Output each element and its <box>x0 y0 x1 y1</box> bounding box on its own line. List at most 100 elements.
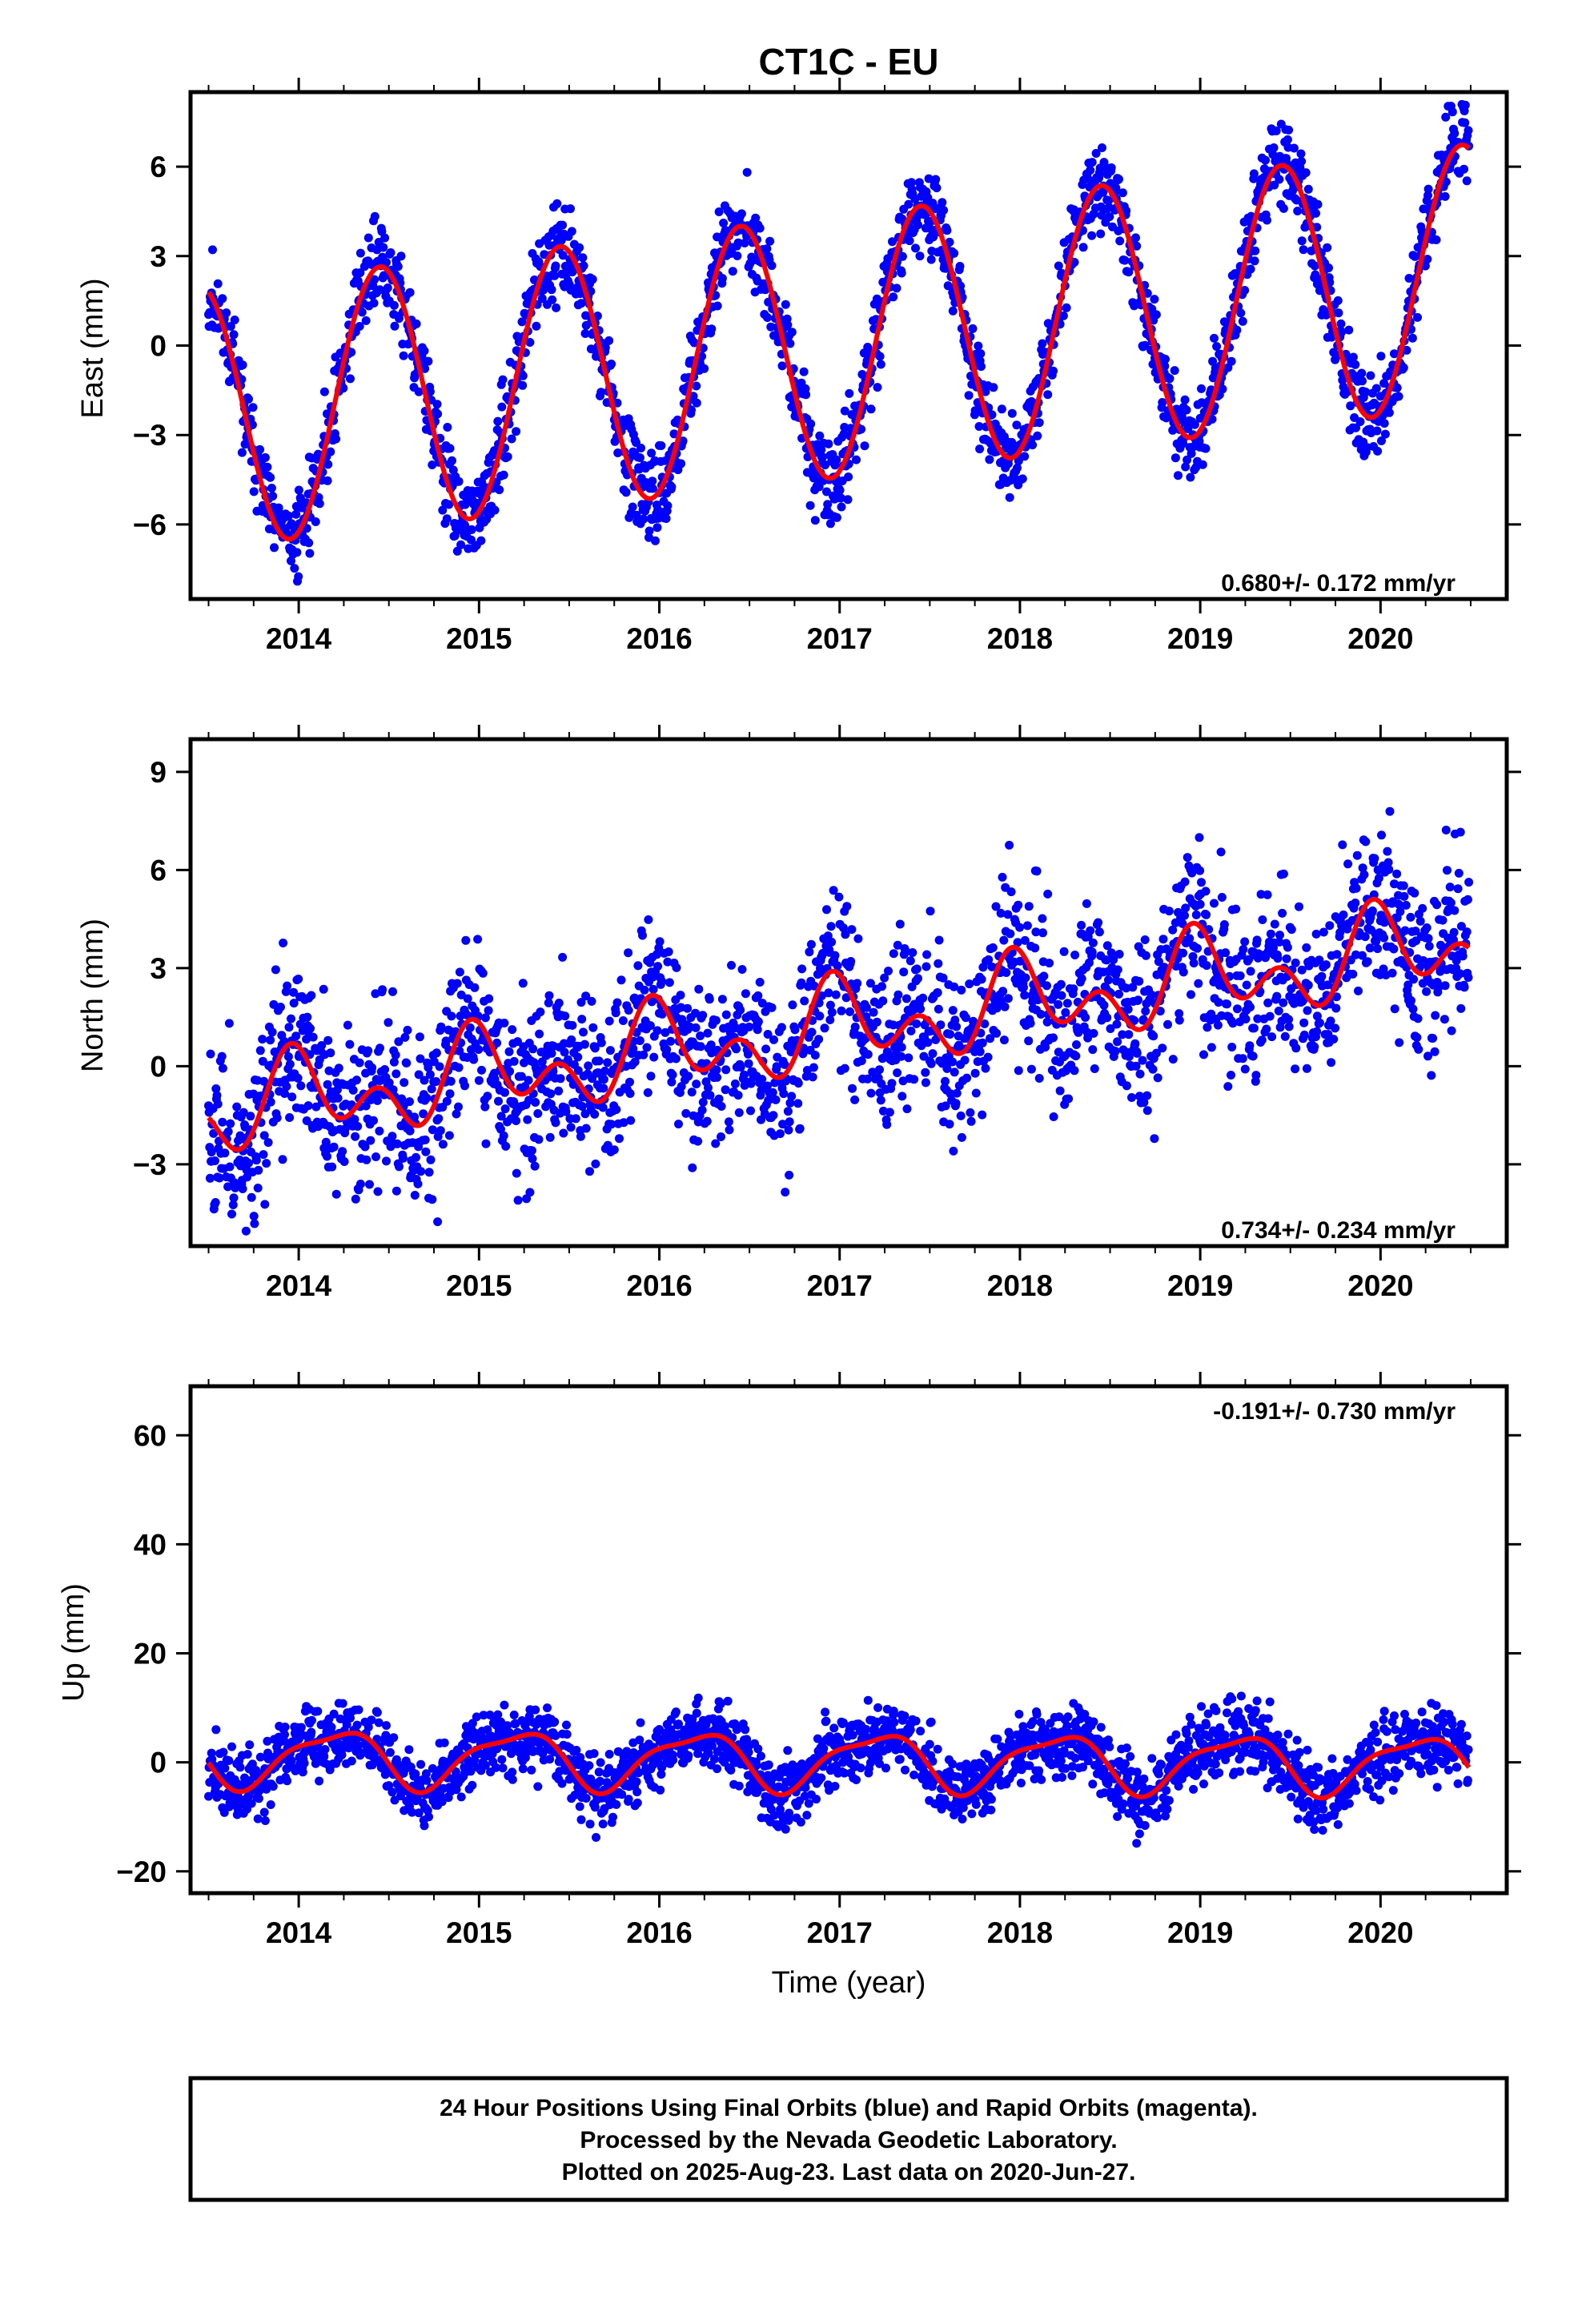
data-point <box>1134 976 1144 986</box>
data-point <box>445 444 455 453</box>
data-point <box>1338 840 1347 850</box>
data-point <box>420 364 430 373</box>
data-point <box>473 935 483 944</box>
data-point <box>1198 460 1207 469</box>
data-point <box>1061 1007 1070 1017</box>
data-point <box>399 1153 408 1163</box>
data-point <box>1332 950 1342 959</box>
data-point <box>616 975 626 985</box>
data-point <box>345 1039 355 1049</box>
data-point <box>331 434 341 444</box>
data-point <box>588 1023 598 1032</box>
data-point <box>527 1146 536 1156</box>
data-point <box>1301 168 1311 178</box>
data-point <box>226 322 235 331</box>
data-point <box>1310 1042 1319 1051</box>
data-point <box>1153 1073 1162 1083</box>
data-point <box>827 1007 837 1017</box>
scatter-points <box>204 99 1474 586</box>
data-point <box>1202 961 1211 971</box>
data-point <box>380 1065 390 1074</box>
data-point <box>1174 471 1182 480</box>
data-point <box>842 902 852 911</box>
data-point <box>902 1104 912 1114</box>
data-point <box>1394 899 1403 909</box>
data-point <box>853 934 863 943</box>
data-point <box>777 361 787 371</box>
data-point <box>1238 316 1247 326</box>
data-point <box>1005 493 1014 502</box>
data-point <box>983 1052 993 1062</box>
data-point <box>1022 921 1032 931</box>
data-point <box>736 1063 745 1072</box>
data-point <box>612 998 622 1007</box>
data-point <box>517 317 527 327</box>
data-point <box>929 232 938 242</box>
data-point <box>587 996 596 1006</box>
data-point <box>1174 1015 1184 1025</box>
data-point <box>1049 1112 1058 1121</box>
data-point <box>1003 994 1013 1003</box>
data-point <box>1217 893 1227 902</box>
data-point <box>280 1730 289 1739</box>
data-point <box>949 1146 958 1156</box>
data-point <box>249 487 259 497</box>
data-point <box>693 1136 703 1146</box>
data-point <box>287 1756 296 1765</box>
data-point <box>934 935 944 945</box>
data-point <box>255 1046 265 1055</box>
data-point <box>554 1086 564 1096</box>
data-point <box>769 1035 778 1044</box>
data-point <box>922 950 932 959</box>
data-point <box>1408 1004 1418 1014</box>
data-point <box>1249 169 1259 179</box>
data-point <box>1149 1031 1158 1041</box>
data-point <box>1464 878 1474 887</box>
data-point <box>694 984 704 994</box>
data-point <box>1438 915 1447 925</box>
data-point <box>897 268 906 278</box>
data-point <box>294 572 303 581</box>
data-point <box>1132 1048 1142 1058</box>
data-point <box>1359 870 1369 879</box>
data-point <box>223 1127 233 1136</box>
data-point <box>467 535 476 545</box>
data-point <box>1443 866 1452 875</box>
data-point <box>852 455 861 464</box>
data-point <box>1086 926 1095 935</box>
data-point <box>945 237 954 247</box>
data-point <box>249 1212 259 1221</box>
data-point <box>771 1095 781 1104</box>
data-point <box>283 511 293 521</box>
data-point <box>977 975 986 984</box>
data-point <box>1223 999 1231 1009</box>
data-point <box>536 1007 545 1017</box>
data-point <box>531 1098 540 1107</box>
data-point <box>600 343 610 352</box>
data-point <box>1311 929 1321 939</box>
data-point <box>217 1051 227 1061</box>
data-point <box>1138 1055 1147 1065</box>
data-point <box>988 943 998 952</box>
y-tick-label: 0 <box>150 1050 167 1083</box>
data-point <box>957 985 966 995</box>
data-point <box>1239 945 1248 954</box>
data-point <box>783 1107 793 1116</box>
data-point <box>977 362 986 372</box>
data-point <box>241 1226 251 1236</box>
data-point <box>363 233 373 243</box>
data-point <box>1250 256 1259 266</box>
data-point <box>1299 1018 1309 1027</box>
data-point <box>326 447 335 456</box>
data-point <box>525 1188 535 1197</box>
data-point <box>307 1727 316 1737</box>
data-point <box>270 543 279 553</box>
data-point <box>1279 869 1288 879</box>
data-point <box>730 1079 740 1088</box>
data-point <box>355 322 364 331</box>
data-point <box>860 441 869 451</box>
data-point <box>326 1048 335 1058</box>
data-point <box>793 1079 803 1088</box>
data-point <box>767 261 777 271</box>
y-tick-label: 6 <box>150 854 167 887</box>
